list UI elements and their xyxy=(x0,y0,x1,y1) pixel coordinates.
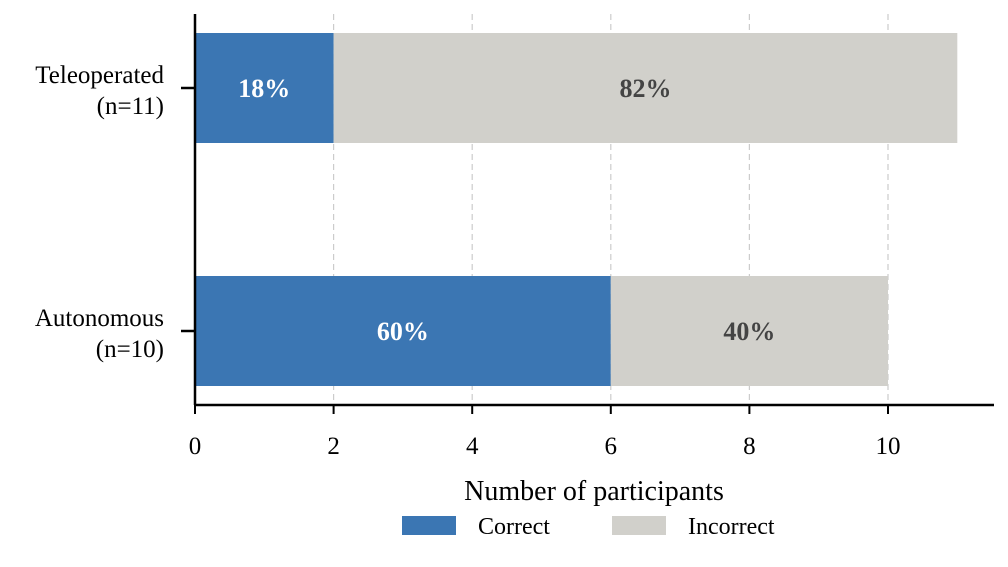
legend: Correct Incorrect xyxy=(402,514,775,540)
x-tick-label: 6 xyxy=(605,433,618,460)
legend-label: Correct xyxy=(478,514,550,540)
bar-incorrect xyxy=(333,33,958,143)
bar-incorrect xyxy=(610,276,888,386)
x-tick-label: 2 xyxy=(327,433,340,460)
legend-swatch-correct xyxy=(402,516,456,535)
x-tick-label: 0 xyxy=(189,433,202,460)
ticks-layer: 0 2 4 6 8 10 Teleoperated (n=11) Autonomous (n=10… xyxy=(35,62,901,460)
bar-correct xyxy=(195,276,611,386)
y-category-label: Teleoperated (n=11) xyxy=(35,62,164,120)
x-tick-label: 4 xyxy=(466,433,479,460)
legend-swatch-incorrect xyxy=(612,516,666,535)
bar-value-label: 60% xyxy=(377,317,429,346)
axes-layer xyxy=(193,14,994,407)
x-tick-label: 10 xyxy=(876,433,901,460)
bar-value-label: 40% xyxy=(723,317,775,346)
x-tick-label: 8 xyxy=(743,433,756,460)
y-category-label: Autonomous (n=10) xyxy=(35,305,164,363)
bar-correct xyxy=(195,33,334,143)
x-axis-label: Number of participants xyxy=(464,476,724,507)
bar-value-label: 18% xyxy=(238,74,290,103)
legend-label: Incorrect xyxy=(688,514,775,540)
bars-layer: 18% 82% 60% 40% xyxy=(195,33,958,386)
bar-value-label: 82% xyxy=(619,74,671,103)
